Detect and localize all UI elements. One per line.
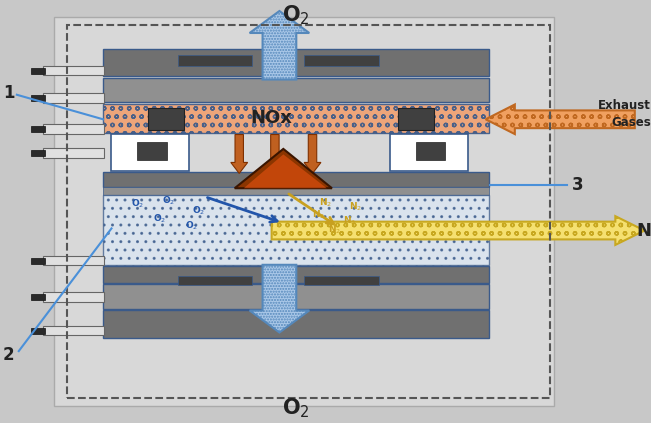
Bar bbox=[304, 276, 379, 285]
Text: N$_3$: N$_3$ bbox=[343, 214, 356, 227]
Text: Exhaust
Gases: Exhaust Gases bbox=[598, 99, 651, 129]
Bar bbox=[103, 78, 489, 102]
Text: O$_2$: O$_2$ bbox=[283, 3, 311, 27]
Bar bbox=[103, 284, 489, 309]
Bar bbox=[103, 49, 489, 76]
Bar bbox=[31, 258, 46, 264]
Bar bbox=[43, 93, 104, 103]
Bar bbox=[148, 108, 184, 130]
Text: 2: 2 bbox=[3, 346, 14, 364]
Text: O$_2$: O$_2$ bbox=[131, 198, 144, 210]
Bar bbox=[111, 134, 189, 171]
FancyArrow shape bbox=[266, 135, 283, 173]
Text: O$_2$: O$_2$ bbox=[186, 220, 199, 232]
Text: NOx: NOx bbox=[251, 109, 292, 126]
Text: N$_2$: N$_2$ bbox=[350, 200, 363, 213]
Text: N$_2$: N$_2$ bbox=[328, 223, 341, 236]
Bar bbox=[43, 292, 104, 302]
Text: O$_2$: O$_2$ bbox=[153, 213, 166, 225]
Bar bbox=[137, 142, 167, 160]
Bar bbox=[178, 55, 252, 66]
Bar bbox=[103, 172, 489, 187]
Bar bbox=[43, 66, 104, 75]
Bar bbox=[31, 126, 46, 132]
FancyArrow shape bbox=[304, 135, 321, 173]
Bar bbox=[391, 134, 468, 171]
Bar bbox=[304, 55, 379, 66]
FancyArrow shape bbox=[231, 135, 247, 173]
FancyArrow shape bbox=[486, 104, 635, 134]
FancyArrow shape bbox=[271, 216, 644, 245]
Polygon shape bbox=[243, 154, 327, 188]
Bar bbox=[31, 68, 46, 74]
Bar bbox=[416, 142, 445, 160]
Bar bbox=[43, 148, 104, 158]
Bar bbox=[43, 326, 104, 335]
Bar bbox=[31, 95, 46, 101]
Text: 3: 3 bbox=[572, 176, 583, 194]
Bar bbox=[398, 108, 434, 130]
Bar bbox=[103, 310, 489, 338]
Bar bbox=[31, 294, 46, 300]
Bar bbox=[31, 150, 46, 156]
Bar bbox=[43, 256, 104, 265]
Bar bbox=[103, 195, 489, 265]
Polygon shape bbox=[235, 149, 332, 188]
Text: N$_2$: N$_2$ bbox=[319, 197, 332, 209]
Bar bbox=[55, 17, 554, 406]
Bar bbox=[103, 104, 489, 133]
Text: O$_2$: O$_2$ bbox=[162, 194, 175, 207]
Bar bbox=[103, 187, 489, 195]
Text: N: N bbox=[636, 222, 651, 239]
Text: 1: 1 bbox=[3, 84, 14, 102]
Text: O$_2$: O$_2$ bbox=[283, 396, 311, 420]
Bar bbox=[178, 276, 252, 285]
FancyArrow shape bbox=[249, 11, 309, 80]
Text: O$_2$: O$_2$ bbox=[192, 204, 205, 217]
Text: N$_2$: N$_2$ bbox=[312, 209, 325, 221]
FancyArrow shape bbox=[249, 265, 309, 332]
Bar bbox=[43, 124, 104, 134]
Bar bbox=[31, 328, 46, 334]
Bar bbox=[103, 266, 489, 283]
